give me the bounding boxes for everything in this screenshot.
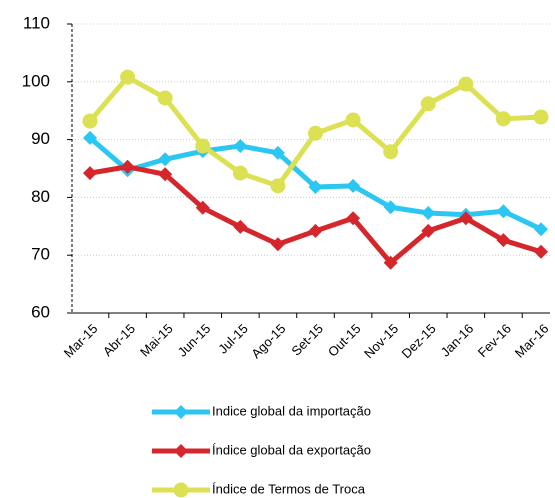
- data-point: [195, 200, 210, 215]
- legend-label: Índice global da exportação: [212, 442, 371, 457]
- x-tick-label: Dez-15: [399, 321, 439, 361]
- data-point: [496, 204, 511, 219]
- data-point: [120, 159, 135, 174]
- x-tick-label: Nov-15: [361, 321, 401, 361]
- data-point: [458, 211, 473, 226]
- data-point: [346, 211, 361, 226]
- data-point: [157, 90, 173, 106]
- data-point: [383, 144, 399, 160]
- y-tick-label: 110: [23, 13, 50, 32]
- y-tick-label: 90: [31, 129, 50, 148]
- y-tick-label: 100: [22, 71, 50, 90]
- data-point: [270, 237, 285, 252]
- legend-marker: [174, 444, 188, 458]
- y-tick-label: 60: [31, 302, 50, 321]
- data-point: [270, 145, 285, 160]
- legend-label: Índice de Termos de Troca: [212, 481, 366, 496]
- x-tick-label: Abr-15: [100, 321, 138, 359]
- data-point: [308, 223, 323, 238]
- data-point: [233, 138, 248, 153]
- data-point: [120, 69, 136, 85]
- x-tick-label: Jan-16: [438, 321, 477, 360]
- x-tick-label: Set-15: [288, 321, 326, 359]
- data-point: [421, 206, 436, 221]
- data-point: [232, 165, 248, 181]
- data-point: [158, 167, 173, 182]
- data-point: [496, 233, 511, 248]
- data-point: [495, 111, 511, 127]
- data-point: [534, 244, 548, 259]
- legend-marker: [174, 405, 188, 419]
- data-point: [195, 138, 211, 154]
- legend-label: Indice global da importação: [212, 403, 371, 418]
- data-point: [345, 112, 361, 128]
- data-point: [346, 178, 361, 193]
- y-tick-label: 70: [31, 245, 50, 264]
- data-point: [158, 152, 173, 167]
- x-tick-label: Mar-15: [61, 321, 101, 361]
- x-tick-label: Jul-15: [215, 321, 251, 357]
- x-tick-label: Ago-15: [248, 321, 288, 361]
- data-point: [83, 166, 97, 181]
- data-point: [308, 125, 323, 141]
- data-point: [82, 113, 98, 129]
- data-point: [383, 255, 398, 270]
- data-point: [458, 76, 474, 92]
- x-tick-label: Fev-16: [475, 321, 514, 360]
- legend-marker: [173, 482, 189, 498]
- x-tick-label: Out-15: [325, 321, 364, 360]
- data-point: [534, 222, 548, 237]
- data-point: [533, 109, 549, 125]
- data-point: [383, 200, 398, 215]
- data-point: [233, 219, 248, 234]
- data-point: [83, 130, 97, 145]
- y-tick-label: 80: [31, 187, 50, 206]
- data-point: [421, 223, 436, 238]
- x-tick-label: Mar-16: [512, 321, 552, 361]
- data-point: [420, 96, 436, 112]
- data-point: [308, 179, 323, 194]
- x-tick-label: Jun-15: [175, 321, 214, 360]
- x-tick-label: Mai-15: [137, 321, 176, 360]
- data-point: [270, 178, 286, 194]
